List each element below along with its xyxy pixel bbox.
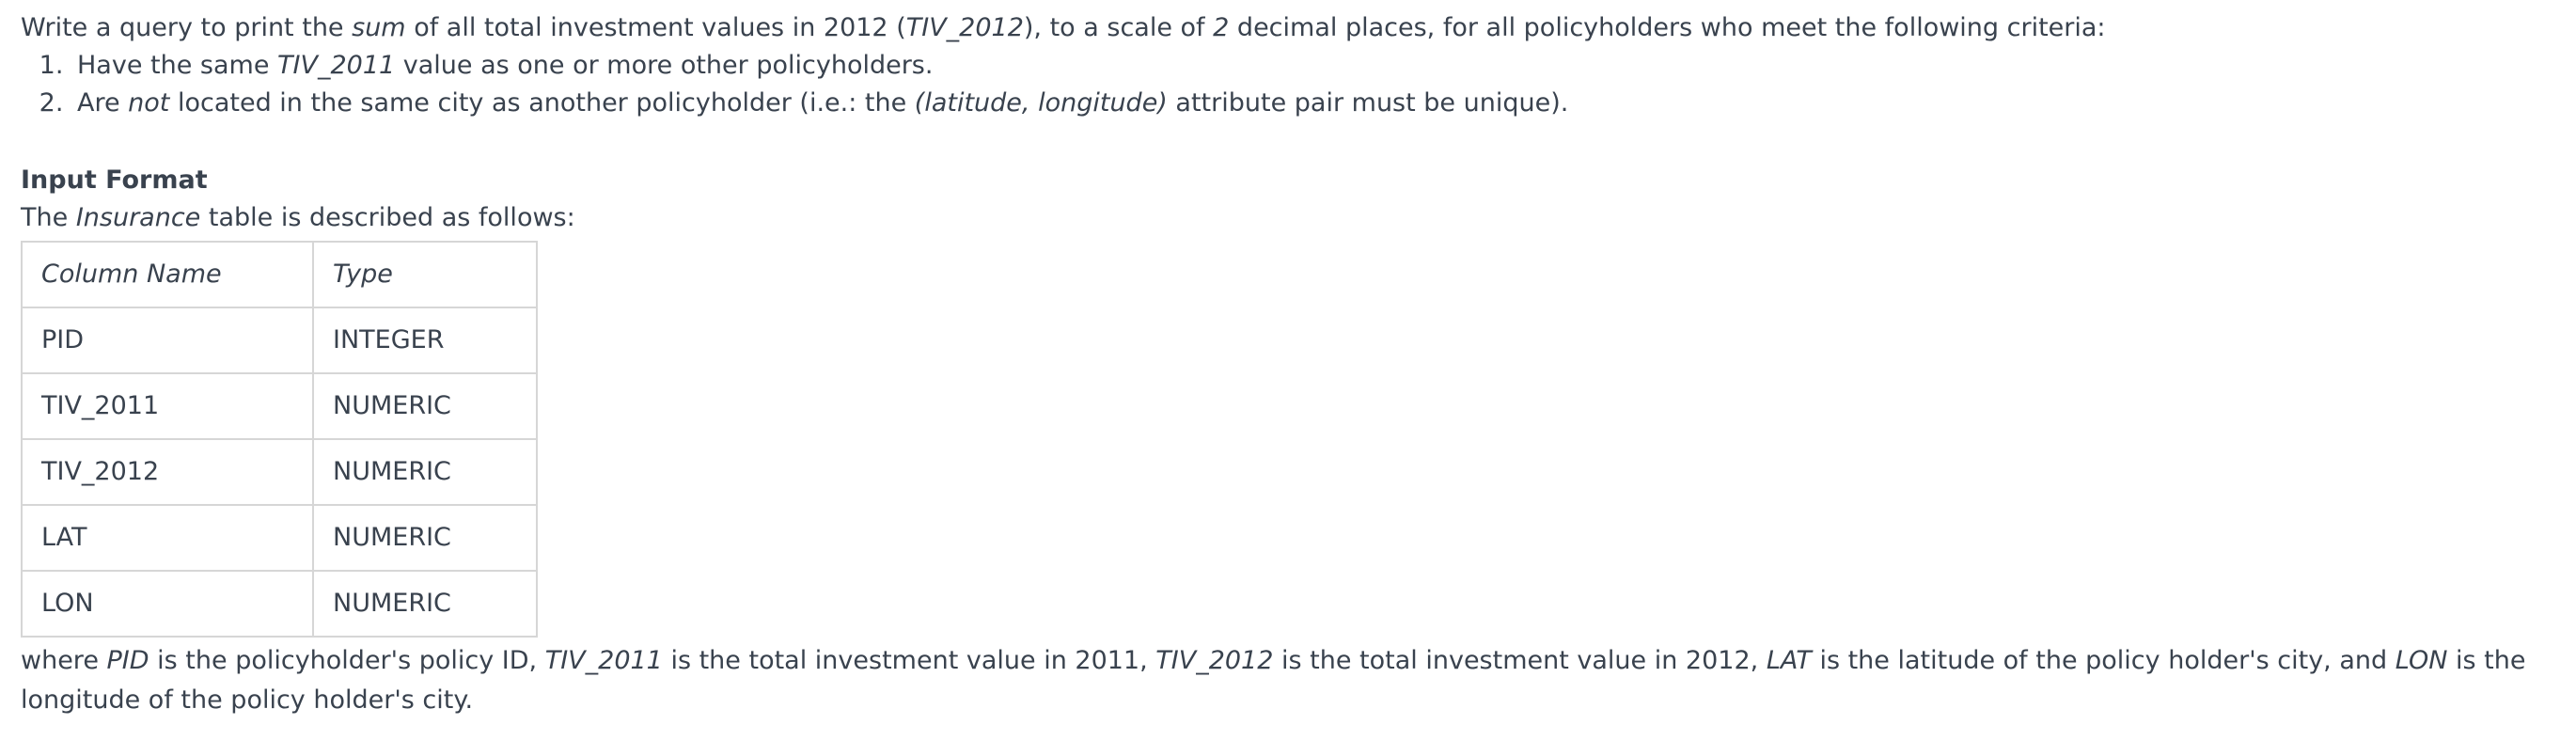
type-cell: INTEGER [312, 307, 538, 374]
column-name-header: Column Name [21, 241, 314, 308]
type-cell: NUMERIC [312, 438, 538, 506]
insurance-schema-table: Column Name Type PID INTEGER TIV_2011 NU… [21, 241, 538, 638]
type-cell: NUMERIC [312, 570, 538, 638]
type-cell: NUMERIC [312, 504, 538, 572]
criteria-list: Have the same TIV_2011 value as one or m… [21, 47, 2559, 122]
column-name-cell: PID [21, 307, 314, 374]
column-explanation: where PID is the policyholder's policy I… [21, 646, 2526, 715]
table-row: LON NUMERIC [21, 570, 538, 638]
input-format-heading: Input Format [21, 165, 208, 195]
table-row: LAT NUMERIC [21, 504, 538, 572]
spacer [21, 122, 2559, 162]
emphasis-insurance: Insurance [75, 203, 201, 232]
type-cell: NUMERIC [312, 372, 538, 440]
table-header-row: Column Name Type [21, 241, 538, 308]
column-name-cell: LON [21, 570, 314, 638]
task-description: Write a query to print the sum of all to… [21, 13, 2106, 42]
table-description: The Insurance table is described as foll… [21, 203, 575, 232]
table-row: TIV_2012 NUMERIC [21, 438, 538, 506]
emphasis-scale: 2 [1213, 13, 1230, 42]
criteria-item: Are not located in the same city as anot… [71, 85, 2559, 122]
criteria-item: Have the same TIV_2011 value as one or m… [71, 47, 2559, 85]
column-name-cell: TIV_2011 [21, 372, 314, 440]
emphasis-sum: sum [352, 13, 406, 42]
column-name-cell: LAT [21, 504, 314, 572]
table-row: TIV_2011 NUMERIC [21, 372, 538, 440]
table-row: PID INTEGER [21, 307, 538, 374]
type-header: Type [312, 241, 538, 308]
problem-statement: Write a query to print the sum of all to… [21, 9, 2559, 720]
emphasis-tiv-2012: TIV_2012 [905, 13, 1024, 42]
column-name-cell: TIV_2012 [21, 438, 314, 506]
